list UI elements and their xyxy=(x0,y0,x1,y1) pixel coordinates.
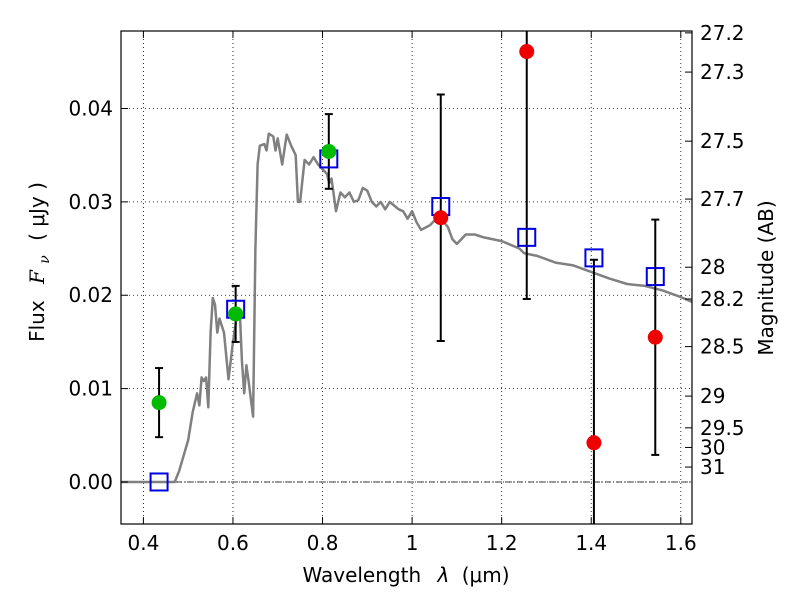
x-axis-title-text: Wavelength xyxy=(302,563,421,587)
y-axis-ticks: 0.00 0.01 0.02 0.03 0.04 xyxy=(68,96,128,494)
magnitude-tick-label: 28 xyxy=(700,255,725,279)
x-axis-title: Wavelength λ (μm) xyxy=(302,563,509,587)
magnitude-axis-title: Magnitude (AB) xyxy=(754,200,778,355)
magnitude-tick-label: 27.5 xyxy=(700,129,745,153)
x-tick-label: 1.6 xyxy=(665,531,697,555)
undetected-point xyxy=(519,44,535,60)
x-axis-title-symbol: λ xyxy=(437,563,450,587)
y-axis-title-unit: ( μJy ) xyxy=(25,182,49,241)
magnitude-tick-label: 27.2 xyxy=(700,21,745,45)
x-tick-label: 0.8 xyxy=(307,531,339,555)
model-square-point xyxy=(584,248,604,268)
x-tick-label: 1.2 xyxy=(486,531,518,555)
x-tick-label: 0.6 xyxy=(217,531,249,555)
undetected-point xyxy=(433,210,449,226)
y-tick-label: 0.03 xyxy=(68,190,113,214)
x-tick-label: 1 xyxy=(406,531,419,555)
x-tick-label: 0.4 xyxy=(127,531,159,555)
model-square-point xyxy=(149,472,169,492)
undetected-point xyxy=(586,435,602,451)
plot-frame xyxy=(120,30,693,525)
y-tick-label: 0.04 xyxy=(68,96,113,120)
y-tick-label: 0.01 xyxy=(68,377,113,401)
model-square-point xyxy=(517,227,537,247)
y-tick-label: 0.02 xyxy=(68,283,113,307)
x-tick-label: 1.4 xyxy=(575,531,607,555)
magnitude-tick-label: 31 xyxy=(700,455,725,479)
magnitude-tick-label: 29.5 xyxy=(700,416,745,440)
y-axis-title-symbol: F xyxy=(25,269,49,285)
y-axis-title: Flux F ν ( μJy ) xyxy=(25,182,54,342)
magnitude-tick-label: 27.7 xyxy=(700,187,745,211)
y-tick-label: 0.00 xyxy=(68,470,113,494)
magnitude-tick-label: 28.2 xyxy=(700,287,745,311)
magnitude-tick-label: 29 xyxy=(700,384,725,408)
x-axis-title-unit: (μm) xyxy=(462,563,510,587)
detected-point xyxy=(321,143,337,159)
undetected-point xyxy=(647,329,663,345)
observed-points xyxy=(151,44,663,451)
y-axis-title-subscript: ν xyxy=(37,255,53,264)
magnitude-tick-label: 30 xyxy=(700,435,725,459)
y-axis-title-text: Flux xyxy=(25,300,49,342)
magnitude-tick-label: 28.5 xyxy=(700,335,745,359)
detected-point xyxy=(151,395,167,411)
detected-point xyxy=(228,306,244,322)
magnitude-tick-label: 27.3 xyxy=(700,60,745,84)
x-axis-ticks: 0.4 0.6 0.8 1 1.2 1.4 1.6 xyxy=(127,31,697,555)
model-square-point xyxy=(645,267,665,287)
